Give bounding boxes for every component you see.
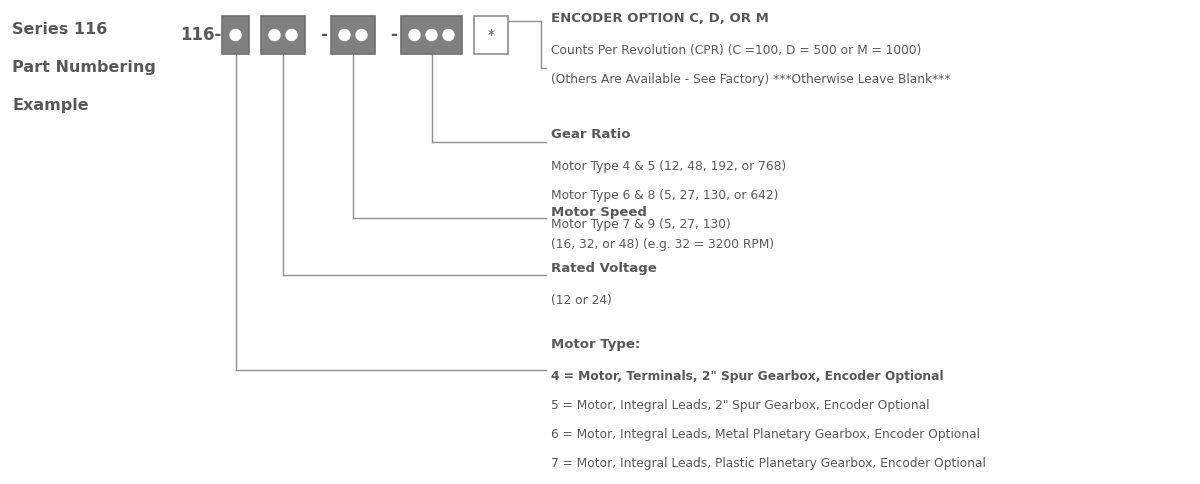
- Text: 116-: 116-: [180, 26, 221, 44]
- Text: -: -: [320, 26, 328, 44]
- Text: Counts Per Revolution (CPR) (C =100, D = 500 or M = 1000): Counts Per Revolution (CPR) (C =100, D =…: [551, 44, 922, 57]
- Bar: [401, 16, 462, 54]
- Bar: [474, 16, 508, 54]
- Circle shape: [443, 30, 454, 41]
- Text: 6 = Motor, Integral Leads, Metal Planetary Gearbox, Encoder Optional: 6 = Motor, Integral Leads, Metal Planeta…: [551, 428, 980, 441]
- Text: 4 = Motor, Terminals, 2" Spur Gearbox, Encoder Optional: 4 = Motor, Terminals, 2" Spur Gearbox, E…: [551, 370, 943, 383]
- Text: Rated Voltage: Rated Voltage: [551, 262, 656, 275]
- Text: Part Numbering: Part Numbering: [12, 60, 156, 75]
- Text: Series 116: Series 116: [12, 22, 107, 37]
- Bar: [262, 16, 305, 54]
- Text: Motor Type 4 & 5 (12, 48, 192, or 768): Motor Type 4 & 5 (12, 48, 192, or 768): [551, 160, 786, 173]
- Text: Motor Type:: Motor Type:: [551, 338, 641, 351]
- Circle shape: [230, 30, 241, 41]
- Circle shape: [426, 30, 437, 41]
- Text: (Others Are Available - See Factory) ***Otherwise Leave Blank***: (Others Are Available - See Factory) ***…: [551, 73, 950, 86]
- Bar: [331, 16, 376, 54]
- Text: (16, 32, or 48) (e.g. 32 = 3200 RPM): (16, 32, or 48) (e.g. 32 = 3200 RPM): [551, 238, 774, 251]
- Circle shape: [269, 30, 280, 41]
- Text: -: -: [390, 26, 397, 44]
- Circle shape: [409, 30, 420, 41]
- Bar: [222, 16, 250, 54]
- Text: ENCODER OPTION C, D, OR M: ENCODER OPTION C, D, OR M: [551, 12, 769, 25]
- Text: Motor Speed: Motor Speed: [551, 206, 647, 219]
- Text: *: *: [487, 28, 494, 42]
- Circle shape: [356, 30, 367, 41]
- Circle shape: [340, 30, 350, 41]
- Circle shape: [286, 30, 298, 41]
- Text: 5 = Motor, Integral Leads, 2" Spur Gearbox, Encoder Optional: 5 = Motor, Integral Leads, 2" Spur Gearb…: [551, 399, 930, 412]
- Text: Motor Type 7 & 9 (5, 27, 130): Motor Type 7 & 9 (5, 27, 130): [551, 218, 731, 231]
- Text: Gear Ratio: Gear Ratio: [551, 128, 630, 141]
- Text: Example: Example: [12, 98, 89, 113]
- Text: Motor Type 6 & 8 (5, 27, 130, or 642): Motor Type 6 & 8 (5, 27, 130, or 642): [551, 189, 779, 202]
- Text: (12 or 24): (12 or 24): [551, 294, 612, 307]
- Text: 7 = Motor, Integral Leads, Plastic Planetary Gearbox, Encoder Optional: 7 = Motor, Integral Leads, Plastic Plane…: [551, 457, 986, 470]
